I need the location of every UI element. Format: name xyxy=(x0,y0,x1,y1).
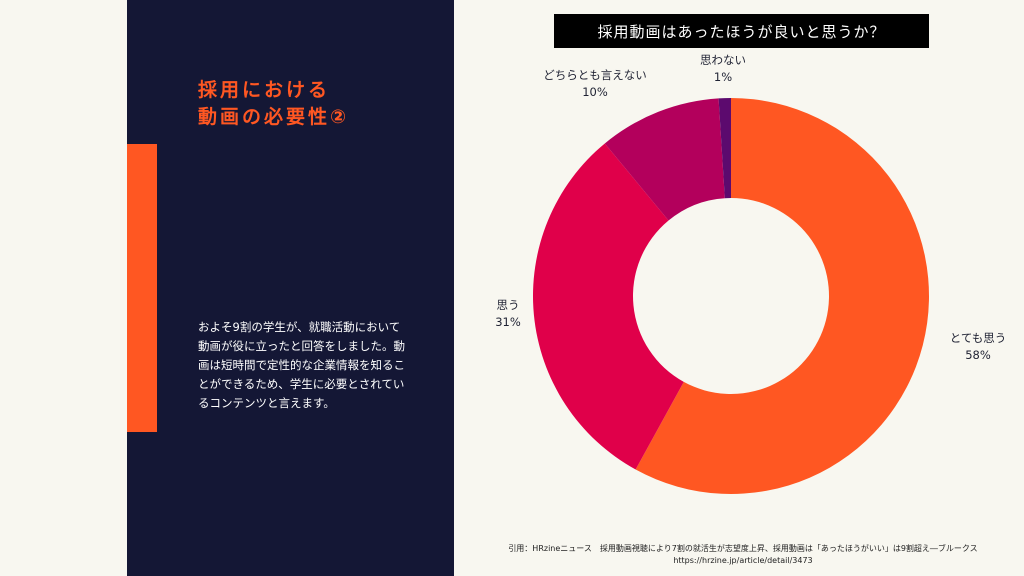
slice-4 xyxy=(718,98,731,199)
citation-source: 引用：HRzineニュース 採用動画視聴により7割の就活生が志望度上昇、採用動画… xyxy=(508,544,978,553)
accent-bar xyxy=(127,144,157,432)
slice-value-label: 31% xyxy=(495,315,521,329)
description-line: 動画が役に立ったと回答をしました。動 xyxy=(198,339,405,353)
slice-value-label: 58% xyxy=(965,348,991,362)
slice-2 xyxy=(533,143,684,470)
description-line: およそ9割の学生が、就職活動において xyxy=(198,320,401,334)
slice-label: 思う xyxy=(497,298,520,312)
slice-1 xyxy=(635,98,929,494)
slice-value-label: 1% xyxy=(714,70,732,84)
heading-line: 採用における xyxy=(198,79,331,101)
left-panel xyxy=(127,0,454,576)
section-heading: 採用における 動画の必要性② xyxy=(198,77,349,131)
slice-label: どちらとも言えない xyxy=(543,68,647,82)
citation: 引用：HRzineニュース 採用動画視聴により7割の就活生が志望度上昇、採用動画… xyxy=(488,543,998,567)
slice-value-label: 10% xyxy=(582,85,608,99)
description-line: 画は短時間で定性的な企業情報を知るこ xyxy=(198,358,405,372)
slice-label: とても思う xyxy=(950,331,1007,345)
chart-title: 採用動画はあったほうが良いと思うか？ xyxy=(554,14,929,48)
citation-url: https://hrzine.jp/article/detail/3473 xyxy=(673,556,813,565)
description-line: るコンテンツと言えます。 xyxy=(198,396,335,410)
heading-line: 動画の必要性② xyxy=(198,106,350,128)
description-line: とができるため、学生に必要とされてい xyxy=(198,377,405,391)
slice-3 xyxy=(604,98,725,221)
description-text: およそ9割の学生が、就職活動において 動画が役に立ったと回答をしました。動 画は… xyxy=(198,318,426,413)
slice-label: 思わない xyxy=(700,53,746,67)
